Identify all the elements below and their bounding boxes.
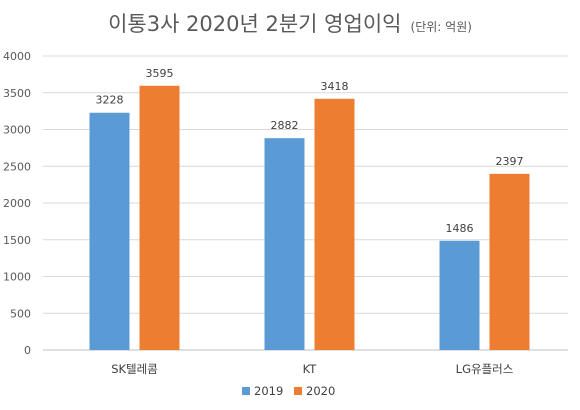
data-label: 3228 xyxy=(96,94,124,107)
legend-label: 2019 xyxy=(254,384,283,398)
y-tick-label: 1000 xyxy=(3,271,31,284)
chart-title-block: 이통3사 2020년 2분기 영업이익 (단위: 억원) xyxy=(0,8,580,38)
bar-2019 xyxy=(439,240,480,350)
y-tick-label: 500 xyxy=(10,307,31,320)
bar-2020 xyxy=(139,85,180,350)
y-tick-label: 3000 xyxy=(3,124,31,137)
y-tick-label: 2500 xyxy=(3,160,31,173)
legend-swatch-2020 xyxy=(294,387,302,395)
legend-label: 2020 xyxy=(306,384,335,398)
data-label: 2397 xyxy=(496,155,524,168)
y-tick-label: 2000 xyxy=(3,197,31,210)
y-tick-label: 1500 xyxy=(3,234,31,247)
bar-2020 xyxy=(489,173,530,350)
chart-title: 이통3사 2020년 2분기 영업이익 xyxy=(108,12,402,36)
y-tick-label: 0 xyxy=(24,344,31,357)
data-label: 3595 xyxy=(146,67,174,80)
data-label: 3418 xyxy=(321,80,349,93)
x-tick-label: KT xyxy=(303,362,318,376)
x-tick-label: SK텔레콤 xyxy=(111,362,158,376)
bar-2019 xyxy=(89,112,130,350)
bar-2019 xyxy=(264,138,305,350)
x-tick-label: LG유플러스 xyxy=(456,362,514,376)
legend-swatch-2019 xyxy=(242,387,250,395)
chart-subtitle: (단위: 억원) xyxy=(410,20,472,34)
y-tick-label: 3500 xyxy=(3,87,31,100)
data-label: 1486 xyxy=(446,222,474,235)
bar-2020 xyxy=(314,98,355,350)
data-label: 2882 xyxy=(271,119,299,132)
y-tick-label: 4000 xyxy=(3,50,31,63)
